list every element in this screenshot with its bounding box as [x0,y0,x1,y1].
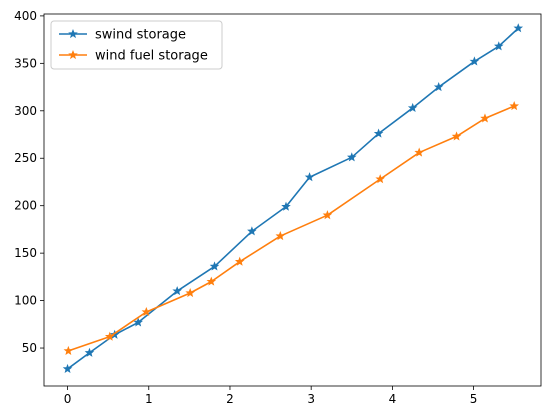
data-point [281,201,291,211]
y-tick-label: 250 [14,151,37,165]
data-point [304,172,315,182]
data-point [322,210,333,220]
data-point [375,174,385,184]
data-point [206,276,217,286]
data-point [104,331,115,341]
data-point [469,56,480,66]
data-point [185,287,195,298]
axes-layer: 0 1 2 3 4 5 50 100 150 200 250 300 350 400 [14,9,542,406]
series-layer [62,23,524,373]
data-point [63,345,74,355]
series-line [67,27,519,370]
data-point [493,41,504,51]
data-point [141,306,152,317]
series-0 [62,23,524,373]
x-tick-label: 5 [470,392,478,406]
data-point [407,102,418,113]
data-point [247,226,257,236]
data-point [172,286,182,296]
data-point [84,347,95,357]
x-tick-label: 1 [145,392,153,406]
legend-marker [68,28,78,39]
legend: swind storage wind fuel storage [50,20,223,70]
legend-item-1: wind fuel storage [59,49,208,64]
data-point [346,152,357,162]
y-tick-label: 350 [14,56,37,70]
legend-item-0: swind storage [59,28,186,43]
legend-label: wind fuel storage [95,49,208,64]
x-tick-label: 2 [226,392,234,406]
data-point [275,231,286,241]
y-tick-label: 300 [14,104,37,118]
legend-marker [68,49,78,60]
data-point [414,147,424,157]
x-tick-label: 4 [389,392,397,406]
data-point [451,131,462,141]
data-point [234,256,245,266]
legend-box [50,20,223,70]
data-point [62,363,73,373]
series-1 [63,101,519,355]
y-tick-label: 200 [14,199,37,213]
data-point [133,317,143,327]
y-tick-label: 400 [14,9,37,23]
data-point [373,128,384,138]
data-point [109,329,120,339]
plot-area [44,14,541,386]
y-tick-label: 100 [14,294,37,308]
axes-frame [43,13,542,387]
y-tick-label: 150 [14,246,37,260]
data-point [480,113,490,123]
data-point [509,101,519,111]
data-point [209,261,220,271]
x-tick-label: 0 [64,392,72,406]
y-tick-label: 50 [22,341,37,355]
legend-label: swind storage [95,28,186,43]
plot-background [44,14,541,386]
data-point [433,82,444,92]
x-tick-label: 3 [307,392,315,406]
data-point [513,23,524,33]
